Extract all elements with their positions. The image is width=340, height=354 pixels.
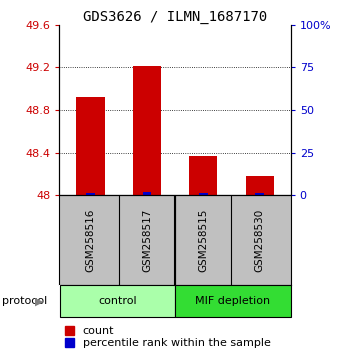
Bar xyxy=(86,193,95,195)
Title: GDS3626 / ILMN_1687170: GDS3626 / ILMN_1687170 xyxy=(83,10,267,24)
Bar xyxy=(76,97,105,195)
Bar xyxy=(199,193,207,195)
Bar xyxy=(175,285,291,318)
Bar xyxy=(143,192,151,195)
Bar xyxy=(255,193,264,195)
Text: control: control xyxy=(98,296,137,306)
Bar xyxy=(133,67,161,195)
Text: protocol: protocol xyxy=(2,296,47,306)
Bar xyxy=(245,176,274,195)
Text: GSM258515: GSM258515 xyxy=(198,209,208,272)
Bar xyxy=(59,285,175,318)
Text: ▶: ▶ xyxy=(35,296,44,306)
Bar xyxy=(189,156,217,195)
Text: GSM258530: GSM258530 xyxy=(255,209,265,272)
Text: MIF depletion: MIF depletion xyxy=(195,296,270,306)
Legend: count, percentile rank within the sample: count, percentile rank within the sample xyxy=(65,326,271,348)
Text: GSM258516: GSM258516 xyxy=(86,209,96,272)
Text: GSM258517: GSM258517 xyxy=(142,209,152,272)
